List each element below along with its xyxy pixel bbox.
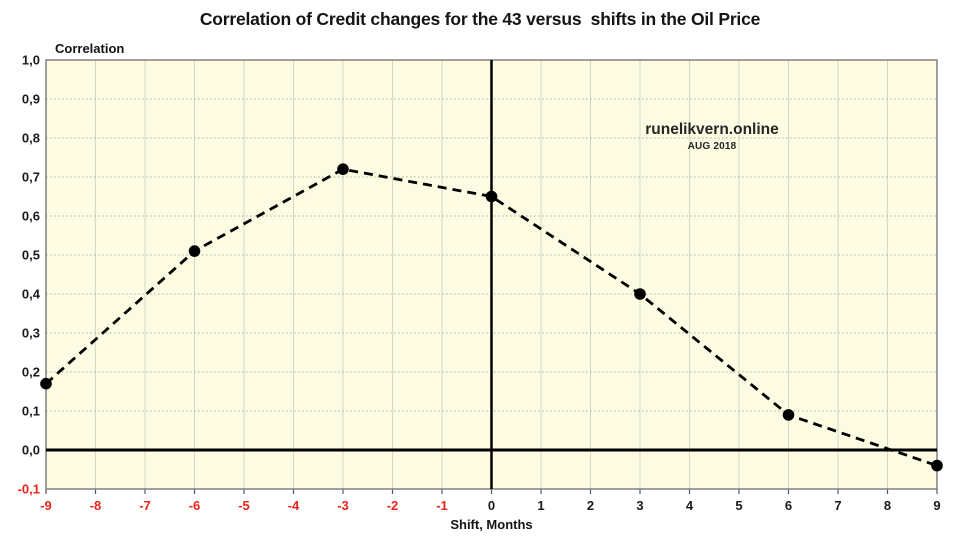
y-tick-label: 0,7 xyxy=(22,170,40,185)
x-tick-label: 8 xyxy=(884,498,891,513)
x-tick-label: 9 xyxy=(933,498,940,513)
y-tick-label: 1,0 xyxy=(22,53,40,68)
y-tick-label: 0,2 xyxy=(22,365,40,380)
x-tick-label: -9 xyxy=(40,498,52,513)
data-point-marker xyxy=(40,377,52,390)
x-tick-label: -4 xyxy=(288,498,300,513)
x-tick-label: 6 xyxy=(785,498,792,513)
x-tick-label: -7 xyxy=(139,498,151,513)
x-tick-label: -6 xyxy=(189,498,201,513)
x-tick-label: -2 xyxy=(387,498,399,513)
y-tick-label: 0,5 xyxy=(22,248,40,263)
y-tick-label: 0,4 xyxy=(22,287,41,302)
data-point-marker xyxy=(782,409,795,421)
y-tick-label: 0,1 xyxy=(22,404,40,419)
x-tick-label: -3 xyxy=(337,498,349,513)
y-tick-label: 0,6 xyxy=(22,209,40,224)
data-point-marker xyxy=(188,245,201,257)
data-point-marker xyxy=(931,459,943,472)
x-axis-title: Shift, Months xyxy=(450,517,533,532)
chart-title: Correlation of Credit changes for the 43… xyxy=(199,9,761,29)
data-point-marker xyxy=(634,288,646,300)
x-tick-label: 4 xyxy=(686,498,694,513)
data-point-marker xyxy=(337,163,349,175)
x-tick-label: -5 xyxy=(238,498,250,513)
y-tick-label: 0,9 xyxy=(22,92,40,107)
x-tick-label: 7 xyxy=(834,498,841,513)
y-tick-label: 0,0 xyxy=(22,443,40,458)
x-tick-label: 0 xyxy=(488,498,495,513)
y-tick-label: 0,3 xyxy=(22,326,40,341)
x-tick-label: -8 xyxy=(90,498,102,513)
data-point-marker xyxy=(485,190,498,203)
x-tick-label: 5 xyxy=(735,498,742,513)
x-tick-label: 2 xyxy=(587,498,594,513)
x-tick-label: 1 xyxy=(537,498,544,513)
y-tick-label: -0,1 xyxy=(18,482,40,497)
y-axis-title: Correlation xyxy=(55,41,125,56)
y-tick-label: 0,8 xyxy=(22,131,40,146)
x-tick-label: -1 xyxy=(436,498,448,513)
x-tick-label: 3 xyxy=(636,498,643,513)
